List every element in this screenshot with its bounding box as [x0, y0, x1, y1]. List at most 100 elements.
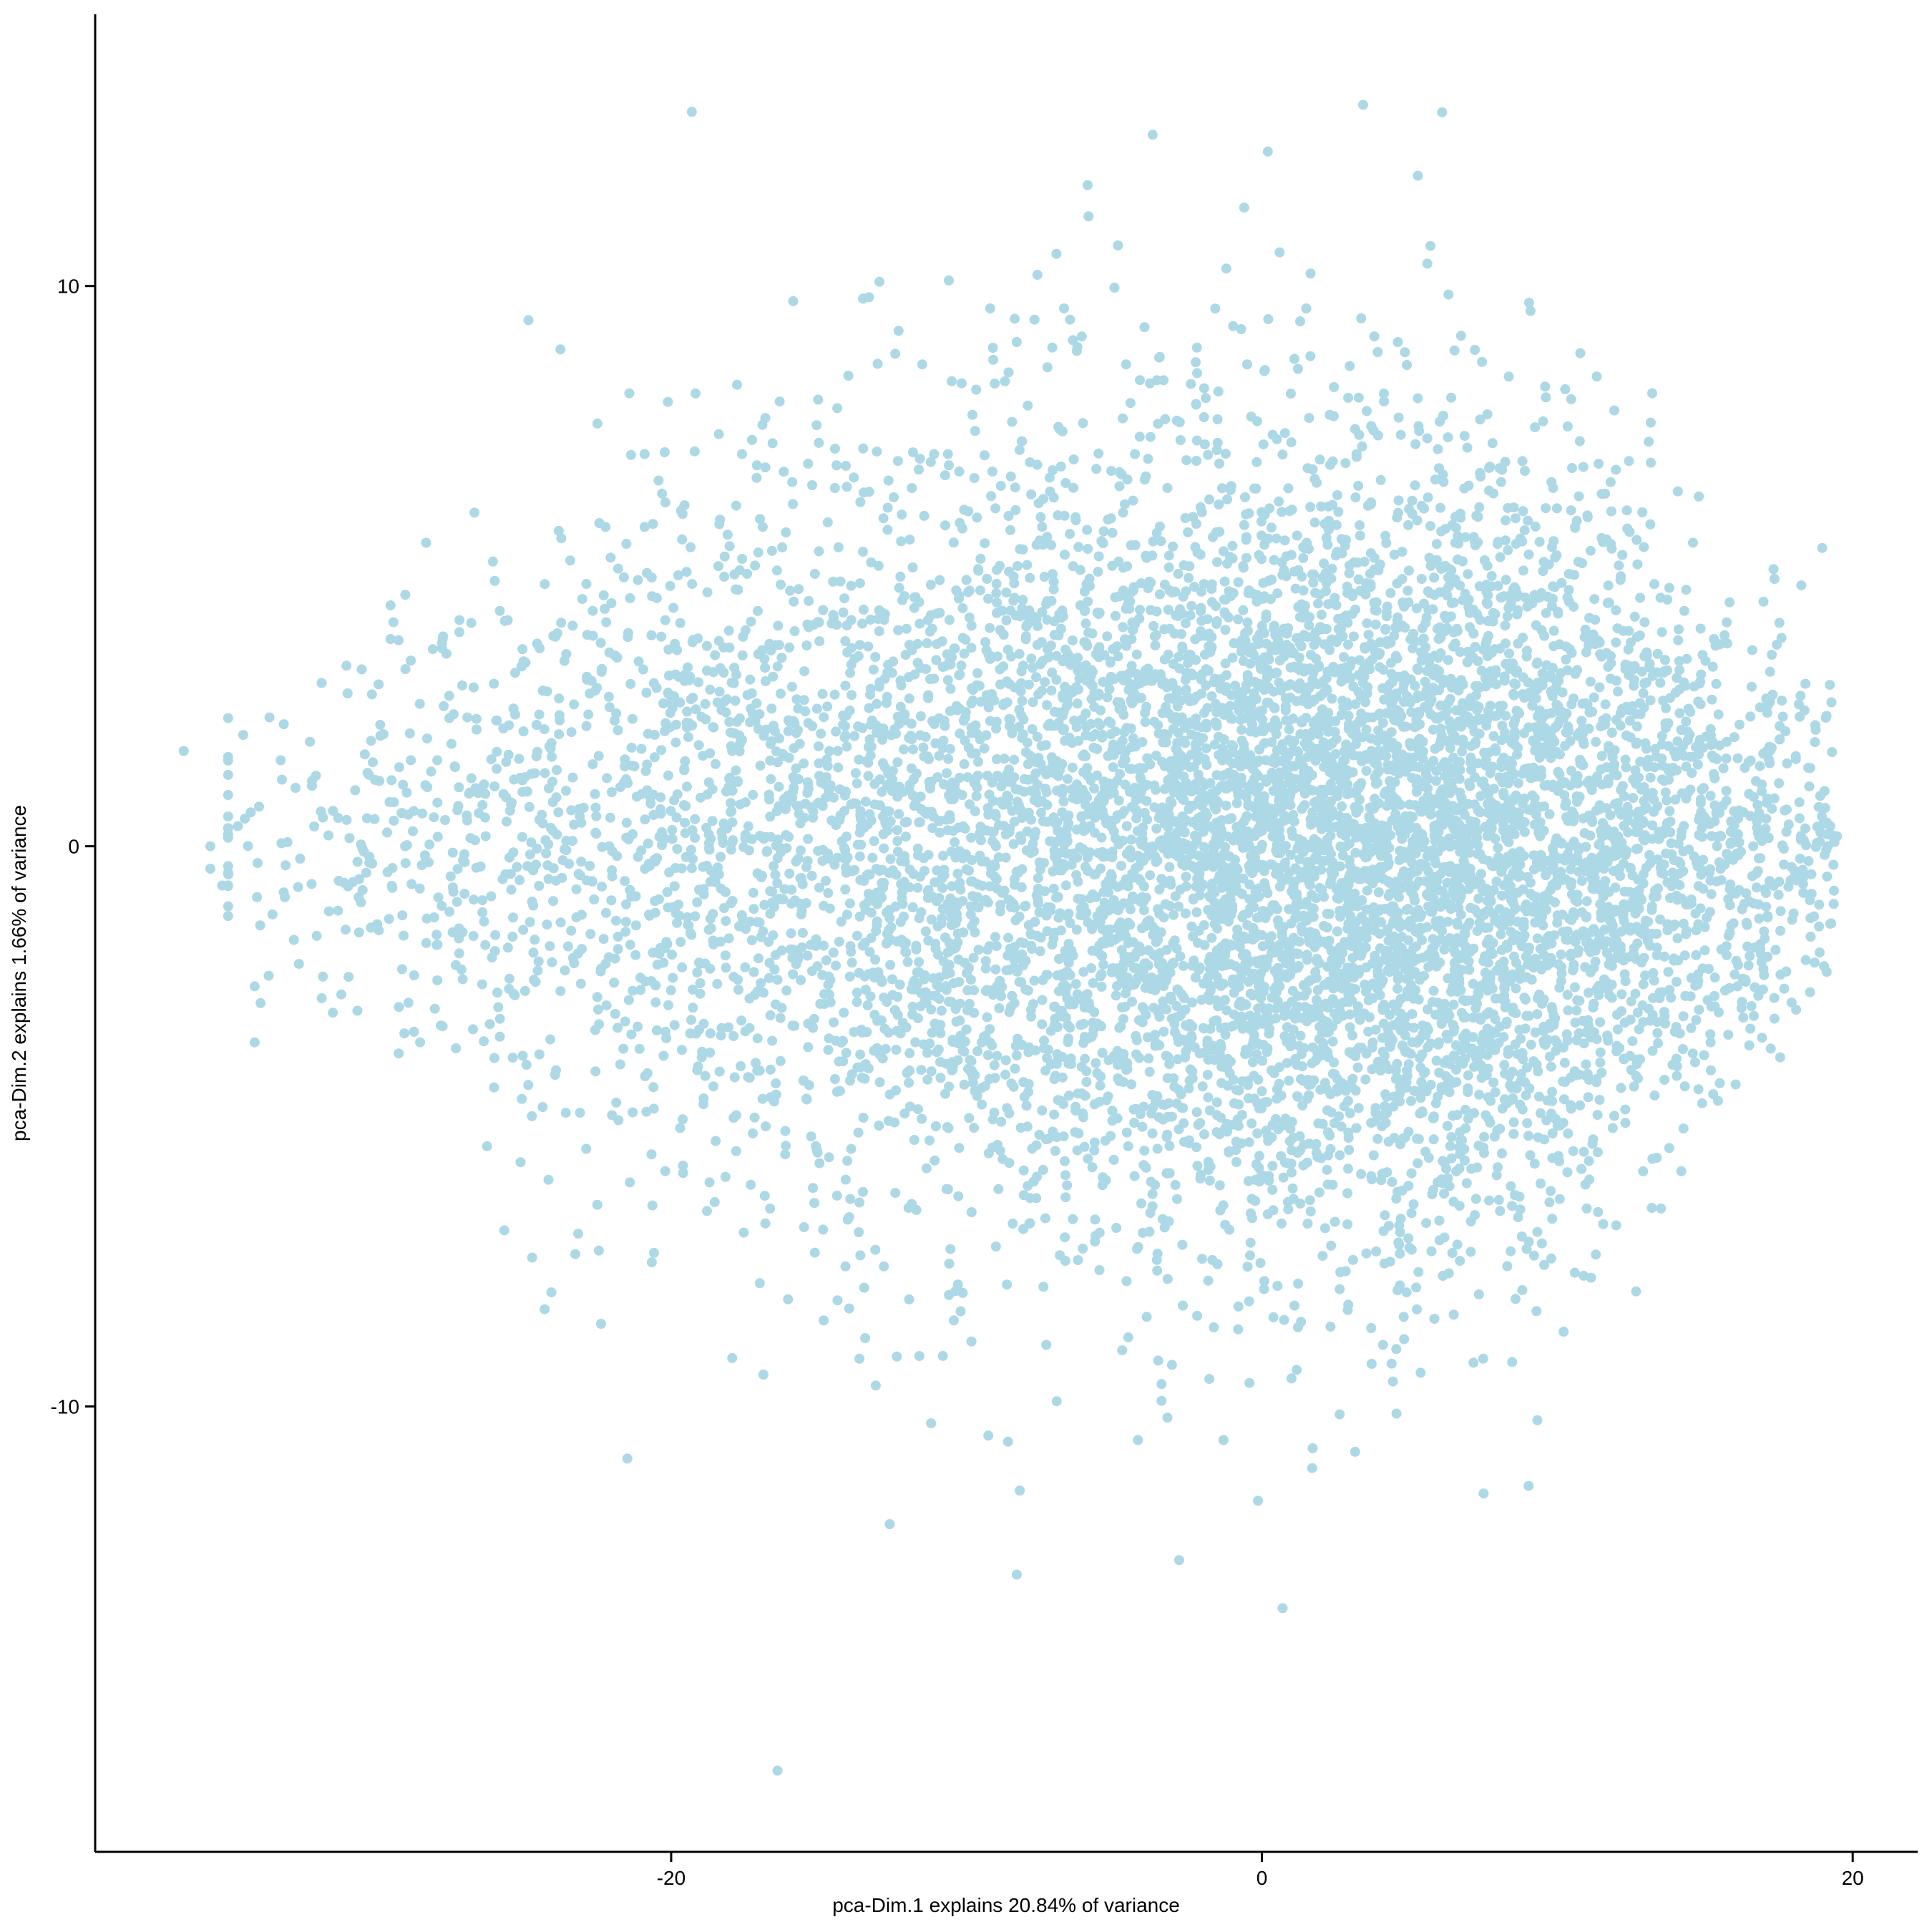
- data-point: [1638, 1166, 1649, 1176]
- data-point: [1375, 862, 1385, 872]
- data-point: [1152, 1248, 1163, 1259]
- data-point: [1402, 585, 1413, 596]
- data-point: [1332, 490, 1342, 500]
- data-point: [1070, 979, 1081, 990]
- data-point: [1448, 641, 1458, 652]
- data-point: [1131, 649, 1142, 660]
- data-point: [1485, 896, 1496, 907]
- data-point: [1810, 957, 1820, 968]
- data-point: [1548, 779, 1558, 790]
- data-point: [1428, 985, 1439, 996]
- data-point: [1162, 482, 1173, 493]
- data-point: [1443, 289, 1454, 300]
- data-point: [1817, 542, 1828, 553]
- data-point: [1587, 883, 1598, 894]
- data-point: [1497, 1103, 1508, 1114]
- data-point: [1532, 684, 1543, 695]
- data-point: [1090, 1214, 1101, 1225]
- data-point: [1810, 737, 1820, 748]
- data-point: [1552, 917, 1563, 928]
- data-point: [1199, 1129, 1209, 1140]
- data-point: [1412, 1304, 1423, 1314]
- data-point: [1473, 1289, 1484, 1299]
- data-point: [1605, 477, 1616, 487]
- data-point: [1803, 856, 1814, 867]
- data-point: [1767, 650, 1777, 660]
- data-point: [1218, 1200, 1229, 1211]
- data-point: [1491, 744, 1501, 755]
- data-point: [1554, 982, 1565, 993]
- data-point: [1600, 699, 1611, 710]
- data-point: [1458, 1013, 1469, 1023]
- data-point: [1486, 571, 1497, 581]
- data-point: [1430, 858, 1441, 869]
- data-point: [1804, 781, 1815, 792]
- data-point: [1568, 816, 1579, 826]
- data-point: [1324, 1130, 1335, 1141]
- data-point: [1523, 1131, 1533, 1141]
- data-point: [1483, 1063, 1493, 1074]
- data-point: [1199, 841, 1209, 852]
- data-point: [1777, 840, 1787, 851]
- data-point: [1463, 1083, 1473, 1093]
- data-point: [1446, 723, 1457, 734]
- data-point: [1724, 900, 1735, 911]
- data-point: [1511, 983, 1521, 994]
- data-point: [1392, 983, 1403, 994]
- data-point: [1093, 567, 1103, 577]
- data-point: [1615, 575, 1626, 585]
- data-point: [1541, 870, 1551, 881]
- data-point: [1336, 624, 1346, 634]
- data-point: [1527, 701, 1538, 711]
- data-point: [1637, 507, 1648, 517]
- data-point: [1574, 995, 1585, 1006]
- data-point: [1770, 945, 1781, 955]
- data-point: [1621, 762, 1631, 773]
- data-point: [1743, 960, 1754, 971]
- data-point: [1373, 565, 1384, 576]
- data-point: [1622, 523, 1633, 534]
- data-point: [1576, 716, 1587, 726]
- data-point: [1429, 1314, 1440, 1324]
- data-point: [1253, 1496, 1263, 1506]
- data-point: [1509, 678, 1520, 689]
- data-point: [1686, 1023, 1697, 1033]
- data-point: [1470, 1003, 1481, 1014]
- data-point: [1556, 968, 1567, 979]
- data-point: [1721, 753, 1732, 764]
- data-point: [1281, 757, 1292, 768]
- data-point: [1261, 609, 1272, 620]
- data-point: [1528, 762, 1538, 773]
- data-point: [1810, 724, 1821, 735]
- data-point: [1428, 604, 1438, 615]
- data-point: [1564, 644, 1575, 655]
- data-point: [1790, 751, 1801, 761]
- data-point: [1434, 685, 1444, 696]
- data-point: [1547, 1086, 1558, 1097]
- data-point: [1397, 574, 1407, 585]
- data-point: [1472, 926, 1483, 936]
- data-point: [1340, 1085, 1351, 1096]
- data-point: [1140, 717, 1151, 727]
- data-point: [1349, 786, 1360, 797]
- data-point: [1721, 941, 1732, 952]
- data-point: [1484, 808, 1495, 819]
- data-point: [1412, 1133, 1423, 1144]
- data-point: [1606, 543, 1617, 554]
- data-point: [1525, 877, 1536, 888]
- data-point: [1521, 906, 1532, 917]
- data-point: [995, 899, 1006, 910]
- data-point: [1437, 1005, 1448, 1015]
- data-point: [1448, 802, 1459, 813]
- data-point: [1405, 1048, 1416, 1059]
- data-point: [1634, 772, 1644, 783]
- data-point: [1395, 1214, 1406, 1224]
- data-point: [1511, 584, 1521, 595]
- data-point: [1765, 758, 1775, 769]
- data-point: [1709, 769, 1719, 779]
- data-point: [1722, 849, 1732, 859]
- data-point: [1453, 970, 1464, 980]
- data-point: [1605, 953, 1616, 964]
- data-point: [1639, 678, 1650, 688]
